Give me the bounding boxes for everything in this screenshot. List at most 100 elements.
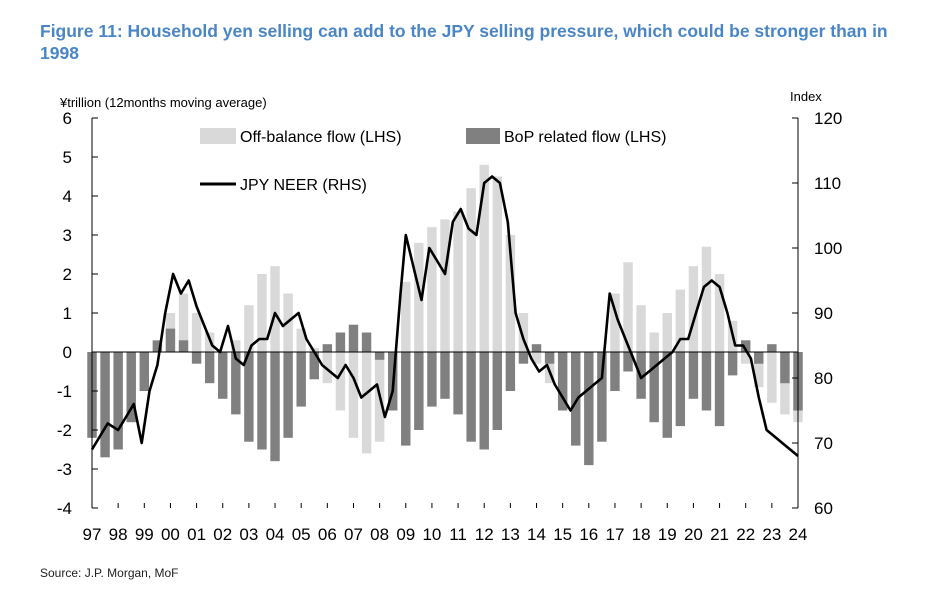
x-tick-label: 21 bbox=[710, 525, 729, 544]
bop-bar bbox=[204, 352, 215, 384]
x-tick-label: 99 bbox=[135, 525, 154, 544]
bop-bar bbox=[427, 352, 437, 407]
offbalance-bar bbox=[675, 289, 686, 352]
left-tick-label: 3 bbox=[63, 226, 72, 245]
left-tick-label: 1 bbox=[63, 304, 72, 323]
right-axis-ticks: 120 110 100 90 80 70 60 bbox=[792, 109, 842, 518]
right-tick-label: 60 bbox=[814, 499, 833, 518]
x-tick-label: 05 bbox=[292, 525, 311, 544]
offbalance-bar bbox=[244, 305, 254, 352]
bop-bar bbox=[322, 344, 333, 352]
offbalance-bar bbox=[296, 328, 306, 352]
left-tick-label: -4 bbox=[57, 499, 72, 518]
legend-label-offbalance: Off-balance flow (LHS) bbox=[240, 129, 402, 146]
offbalance-bar bbox=[414, 242, 424, 352]
bop-bar bbox=[440, 352, 450, 399]
offbalance-bar bbox=[649, 332, 659, 352]
bop-bar bbox=[754, 352, 764, 364]
bop-bar bbox=[557, 352, 568, 411]
bop-bar bbox=[780, 352, 790, 384]
x-tick-label: 20 bbox=[684, 525, 703, 544]
bop-bar bbox=[544, 352, 555, 364]
x-tick-label: 10 bbox=[422, 525, 441, 544]
offbalance-bar bbox=[714, 274, 725, 352]
offbalance-bar bbox=[191, 313, 202, 352]
offbalance-bar bbox=[440, 219, 450, 352]
x-tick-label: 06 bbox=[318, 525, 337, 544]
legend-label-bop: BoP related flow (LHS) bbox=[504, 129, 666, 146]
x-tick-label: 12 bbox=[475, 525, 494, 544]
bop-bar bbox=[100, 352, 110, 458]
offbalance-bar bbox=[740, 352, 751, 364]
bop-bar bbox=[675, 352, 686, 427]
x-tick-label: 22 bbox=[736, 525, 755, 544]
offbalance-bar bbox=[479, 164, 489, 352]
offbalance-bar bbox=[361, 352, 372, 454]
x-tick-label: 17 bbox=[606, 525, 625, 544]
bop-bar bbox=[348, 324, 359, 352]
bop-bar bbox=[165, 328, 176, 352]
bop-bar bbox=[361, 332, 372, 352]
offbalance-bar bbox=[178, 293, 189, 352]
bop-bar bbox=[727, 352, 738, 376]
legend-label-neer: JPY NEER (RHS) bbox=[240, 177, 367, 194]
bop-bar bbox=[113, 352, 123, 450]
x-tick-label: 09 bbox=[396, 525, 415, 544]
bop-bar bbox=[584, 352, 594, 466]
offbalance-bar bbox=[270, 266, 280, 352]
left-tick-label: -1 bbox=[57, 382, 72, 401]
offbalance-bar bbox=[322, 352, 333, 384]
bop-bar bbox=[218, 352, 228, 399]
offbalance-bar bbox=[335, 352, 346, 411]
offbalance-bar bbox=[231, 340, 241, 352]
x-tick-label: 19 bbox=[658, 525, 677, 544]
offbalance-bar bbox=[636, 305, 646, 352]
x-tick-label: 11 bbox=[449, 525, 467, 544]
left-axis-ticks: 6 5 4 3 2 1 0 -1 -2 -3 -4 bbox=[57, 109, 98, 518]
offbalance-bar bbox=[754, 352, 764, 388]
left-tick-label: 0 bbox=[63, 343, 72, 362]
offbalance-bar bbox=[688, 266, 699, 352]
left-tick-label: -3 bbox=[57, 460, 72, 479]
x-tick-label: 98 bbox=[109, 525, 128, 544]
bop-bar bbox=[623, 352, 633, 372]
legend-swatch-bop bbox=[466, 128, 500, 144]
offbalance-bar bbox=[257, 274, 267, 352]
offbalance-bar bbox=[453, 211, 463, 352]
bop-bar bbox=[283, 352, 293, 438]
bop-bar bbox=[374, 352, 385, 360]
left-tick-label: -2 bbox=[57, 421, 72, 440]
offbalance-bar bbox=[348, 352, 359, 438]
offbalance-bar bbox=[505, 235, 516, 352]
bop-bar bbox=[505, 352, 516, 391]
bop-bar bbox=[688, 352, 699, 399]
offbalance-bar bbox=[531, 352, 542, 364]
figure-title: Figure 11: Household yen selling can add… bbox=[40, 21, 888, 63]
x-tick-label: 16 bbox=[579, 525, 598, 544]
right-axis-label: Index bbox=[790, 89, 822, 104]
bop-bar bbox=[531, 344, 542, 352]
bop-bar bbox=[492, 352, 503, 430]
x-tick-label: 14 bbox=[527, 525, 546, 544]
offbalance-bar bbox=[401, 281, 411, 352]
bop-bar bbox=[270, 352, 280, 462]
right-tick-label: 110 bbox=[814, 174, 841, 193]
bop-bar bbox=[414, 352, 424, 430]
bop-bar bbox=[401, 352, 411, 446]
x-tick-label: 01 bbox=[187, 525, 206, 544]
offbalance-bar bbox=[767, 352, 777, 403]
bop-bar bbox=[244, 352, 254, 442]
bop-bar bbox=[309, 352, 319, 380]
legend: Off-balance flow (LHS) BoP related flow … bbox=[200, 128, 666, 194]
right-tick-label: 70 bbox=[814, 434, 833, 453]
source-note: Source: J.P. Morgan, MoF bbox=[40, 566, 179, 580]
left-tick-label: 4 bbox=[63, 187, 72, 206]
bop-bar bbox=[257, 352, 267, 450]
left-tick-label: 6 bbox=[63, 109, 72, 128]
bop-bar bbox=[296, 352, 306, 407]
bop-bar bbox=[126, 352, 136, 423]
offbalance-bar bbox=[492, 176, 503, 352]
right-tick-label: 120 bbox=[814, 109, 842, 128]
right-tick-label: 80 bbox=[814, 369, 833, 388]
x-tick-label: 08 bbox=[370, 525, 389, 544]
